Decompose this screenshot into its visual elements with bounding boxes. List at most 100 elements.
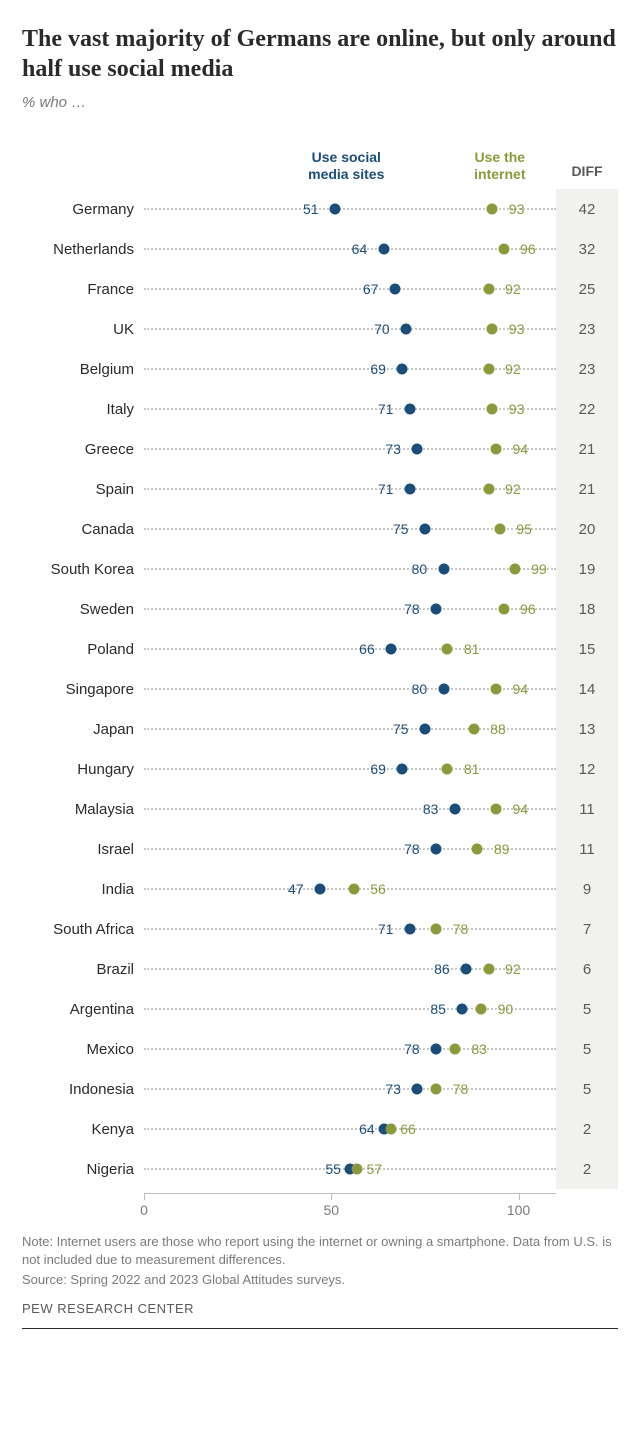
data-row: Greece739421 xyxy=(22,429,618,469)
row-plot: 8394 xyxy=(144,789,556,829)
row-plot: 6792 xyxy=(144,269,556,309)
data-row: South Africa71787 xyxy=(22,909,618,949)
row-plot: 7595 xyxy=(144,509,556,549)
social-value: 85 xyxy=(430,1001,446,1017)
country-label: South Africa xyxy=(22,921,144,938)
country-label: Belgium xyxy=(22,361,144,378)
social-value: 69 xyxy=(370,361,386,377)
data-row: Hungary698112 xyxy=(22,749,618,789)
social-dot xyxy=(457,1004,468,1015)
social-value: 64 xyxy=(359,1121,375,1137)
axis-tick-label: 100 xyxy=(507,1202,530,1218)
row-plot: 7896 xyxy=(144,589,556,629)
social-value: 70 xyxy=(374,321,390,337)
row-plot: 7178 xyxy=(144,909,556,949)
internet-dot xyxy=(483,364,494,375)
social-value: 78 xyxy=(404,1041,420,1057)
internet-dot xyxy=(472,844,483,855)
row-plot: 6466 xyxy=(144,1109,556,1149)
country-label: Malaysia xyxy=(22,801,144,818)
social-value: 73 xyxy=(385,1081,401,1097)
data-row: UK709323 xyxy=(22,309,618,349)
internet-value: 90 xyxy=(498,1001,514,1017)
social-dot xyxy=(419,724,430,735)
diff-value: 2 xyxy=(556,1109,618,1149)
social-dot xyxy=(419,524,430,535)
country-label: Mexico xyxy=(22,1041,144,1058)
data-row: Mexico78835 xyxy=(22,1029,618,1069)
internet-value: 92 xyxy=(505,281,521,297)
legend-social-label: Use socialmedia sites xyxy=(308,149,384,183)
legend-row: Use socialmedia sites Use theinternet DIF… xyxy=(22,139,618,183)
internet-value: 96 xyxy=(520,241,536,257)
internet-value: 92 xyxy=(505,481,521,497)
diff-value: 5 xyxy=(556,989,618,1029)
axis-tick-label: 50 xyxy=(323,1202,339,1218)
legend-internet-label: Use theinternet xyxy=(474,149,525,183)
internet-dot xyxy=(442,644,453,655)
data-row: Kenya64662 xyxy=(22,1109,618,1149)
diff-value: 7 xyxy=(556,909,618,949)
internet-value: 92 xyxy=(505,361,521,377)
diff-value: 13 xyxy=(556,709,618,749)
internet-dot xyxy=(483,964,494,975)
data-row: Germany519342 xyxy=(22,189,618,229)
data-row: Nigeria55572 xyxy=(22,1149,618,1189)
row-plot: 7588 xyxy=(144,709,556,749)
chart-note: Note: Internet users are those who repor… xyxy=(22,1233,618,1268)
diff-value: 23 xyxy=(556,349,618,389)
row-plot: 7192 xyxy=(144,469,556,509)
internet-value: 94 xyxy=(513,801,529,817)
social-dot xyxy=(404,924,415,935)
data-row: Poland668115 xyxy=(22,629,618,669)
social-dot xyxy=(438,564,449,575)
country-label: Japan xyxy=(22,721,144,738)
internet-dot xyxy=(348,884,359,895)
social-dot xyxy=(378,244,389,255)
row-plot: 6981 xyxy=(144,749,556,789)
internet-dot xyxy=(483,484,494,495)
data-row: Canada759520 xyxy=(22,509,618,549)
country-label: Indonesia xyxy=(22,1081,144,1098)
country-label: Israel xyxy=(22,841,144,858)
diff-value: 25 xyxy=(556,269,618,309)
chart-rows: Germany519342Netherlands649632France6792… xyxy=(22,189,618,1189)
row-plot: 6681 xyxy=(144,629,556,669)
social-dot xyxy=(315,884,326,895)
country-label: Argentina xyxy=(22,1001,144,1018)
diff-value: 23 xyxy=(556,309,618,349)
country-label: Germany xyxy=(22,201,144,218)
social-dot xyxy=(330,204,341,215)
internet-dot xyxy=(498,244,509,255)
diff-header: DIFF xyxy=(556,163,618,183)
diff-value: 42 xyxy=(556,189,618,229)
internet-value: 81 xyxy=(464,761,480,777)
internet-value: 89 xyxy=(494,841,510,857)
social-value: 64 xyxy=(352,241,368,257)
social-dot xyxy=(431,844,442,855)
social-value: 66 xyxy=(359,641,375,657)
data-row: Israel788911 xyxy=(22,829,618,869)
internet-value: 83 xyxy=(471,1041,487,1057)
internet-dot xyxy=(483,284,494,295)
country-label: UK xyxy=(22,321,144,338)
internet-dot xyxy=(498,604,509,615)
internet-dot xyxy=(352,1164,363,1175)
row-plot: 85 90 xyxy=(144,989,556,1029)
row-plot: 7394 xyxy=(144,429,556,469)
social-dot xyxy=(431,604,442,615)
social-value: 75 xyxy=(393,521,409,537)
data-row: Sweden789618 xyxy=(22,589,618,629)
internet-dot xyxy=(468,724,479,735)
internet-value: 93 xyxy=(509,401,525,417)
data-row: India47569 xyxy=(22,869,618,909)
social-dot xyxy=(449,804,460,815)
diff-value: 21 xyxy=(556,429,618,469)
country-label: Greece xyxy=(22,441,144,458)
internet-value: 92 xyxy=(505,961,521,977)
social-dot xyxy=(401,324,412,335)
country-label: Spain xyxy=(22,481,144,498)
social-value: 71 xyxy=(378,401,394,417)
row-plot: 78 83 xyxy=(144,1029,556,1069)
internet-dot xyxy=(491,684,502,695)
